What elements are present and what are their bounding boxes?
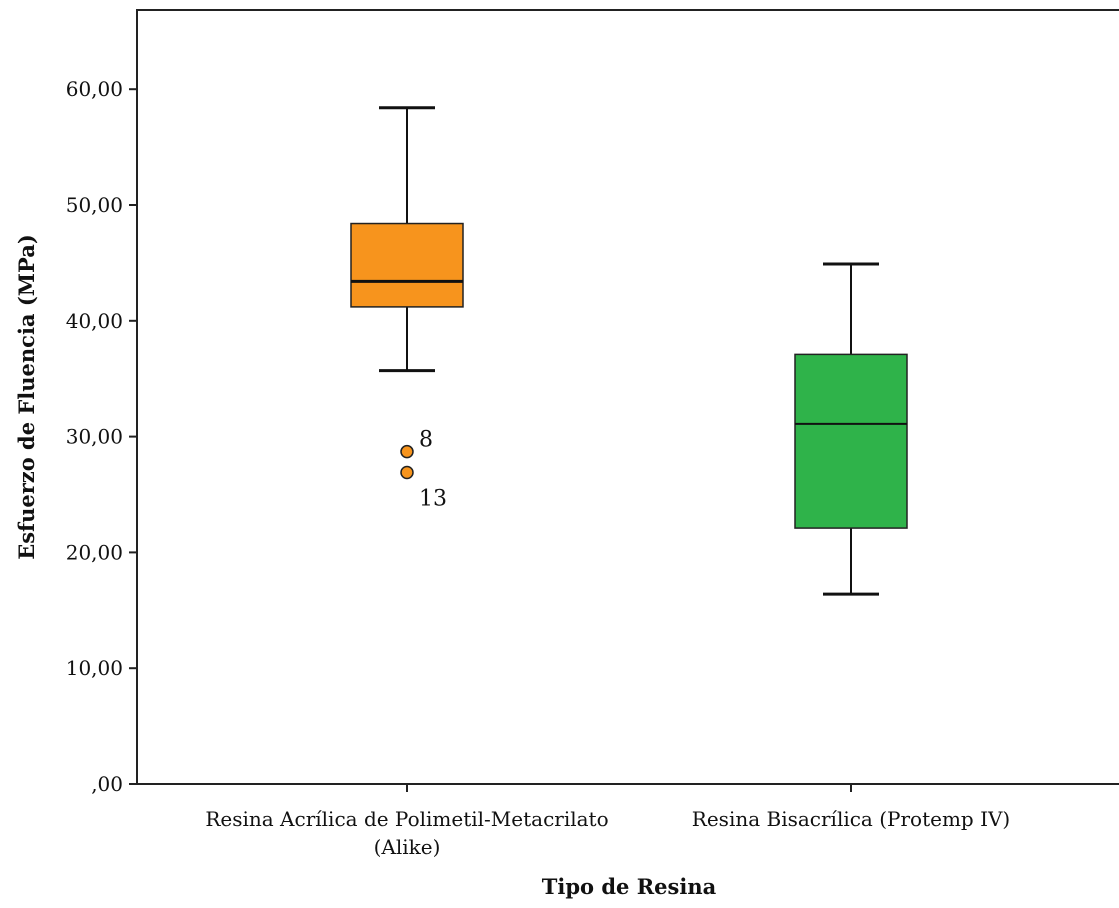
plot-area [136,9,1119,785]
outlier-point [400,465,414,480]
boxes: 8 13 [350,106,908,596]
outlier-label: 13 [419,486,447,511]
y-tick-label: ,00 [91,772,123,796]
iqr-box [350,222,464,308]
iqr-box [794,353,908,529]
y-axis: ,00 10,00 20,00 30,00 40,00 50,00 60,00 [66,77,137,796]
y-tick-label: 50,00 [66,193,123,217]
y-axis-title: Esfuerzo de Fluencia (MPa) [14,234,39,560]
y-tick-label: 10,00 [66,656,123,680]
outlier-label: 8 [419,428,433,453]
y-tick-label: 60,00 [66,77,123,101]
x-axis: Resina Acrílica de Polimetil-Metacrilato… [205,784,1010,859]
x-tick-label: Resina Bisacrílica (Protemp IV) [692,807,1010,831]
x-axis-title: Tipo de Resina [542,874,717,899]
plot-frame [136,9,1119,785]
y-tick-label: 40,00 [66,309,123,333]
box-group: 8 13 [350,106,464,511]
box-group [794,262,908,596]
outlier-point [400,444,414,459]
y-tick-label: 30,00 [66,425,123,449]
y-tick-label: 20,00 [66,540,123,564]
x-tick-label: (Alike) [374,835,441,859]
x-tick-label: Resina Acrílica de Polimetil-Metacrilato [205,807,608,831]
